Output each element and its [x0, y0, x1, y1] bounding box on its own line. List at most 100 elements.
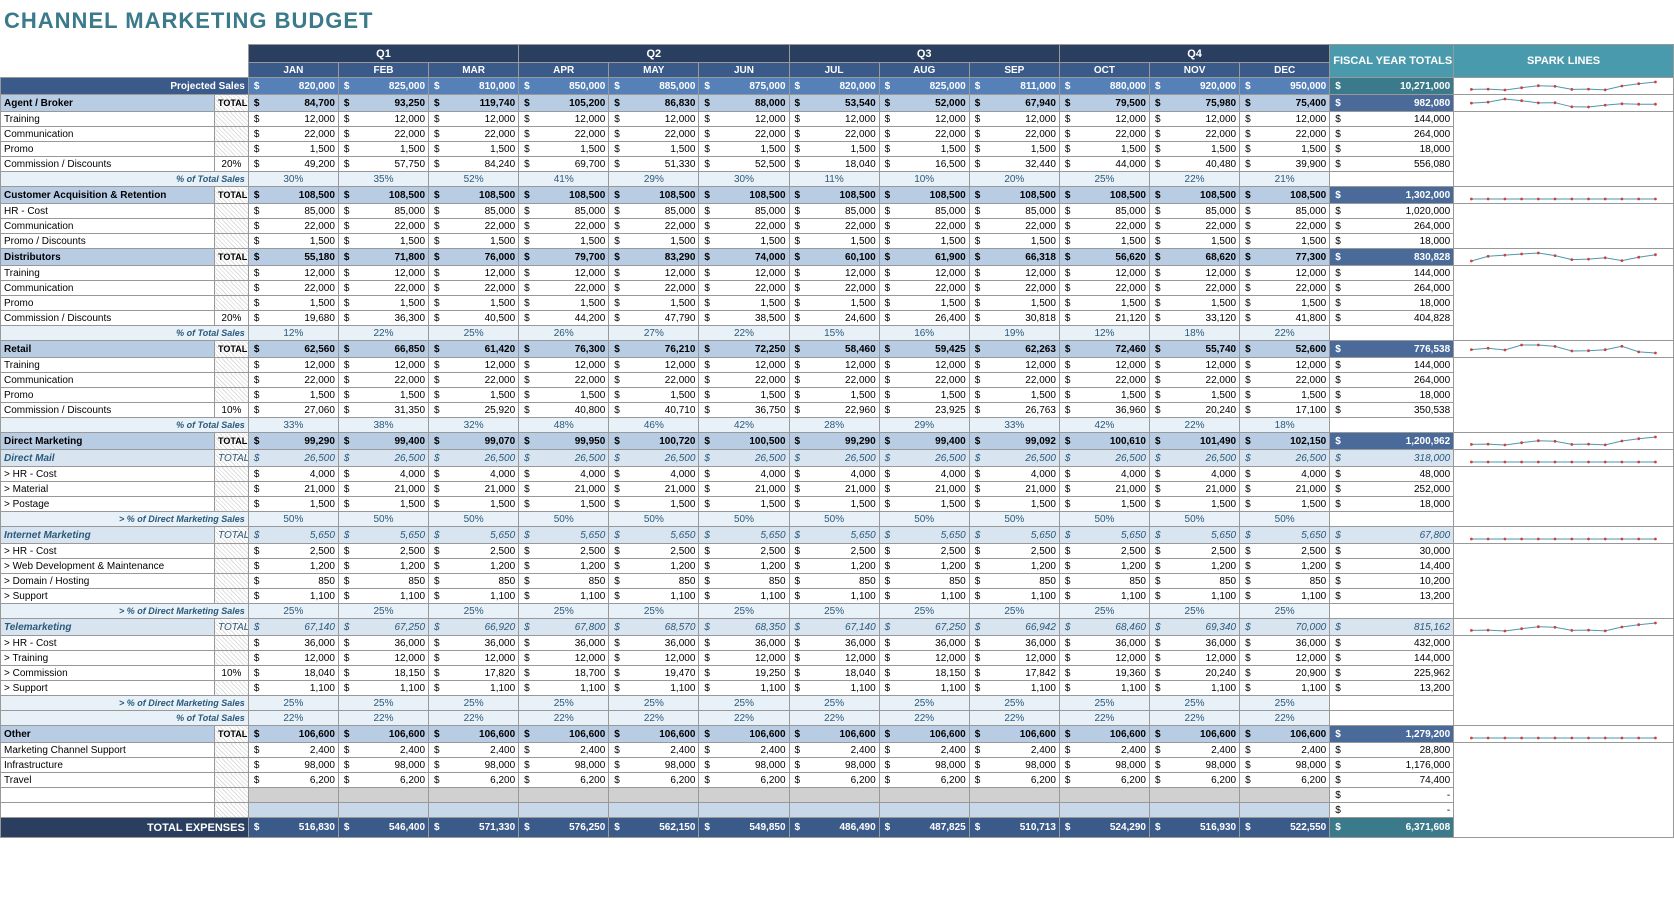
data-cell[interactable]: $12,000	[969, 112, 1059, 127]
data-cell[interactable]: $1,200	[789, 559, 879, 574]
data-cell[interactable]: $2,500	[338, 544, 428, 559]
data-cell[interactable]: $1,200	[699, 559, 789, 574]
data-cell[interactable]: $12,000	[519, 266, 609, 281]
data-cell[interactable]: $12,000	[1059, 112, 1149, 127]
data-cell[interactable]: $22,000	[1059, 127, 1149, 142]
data-cell[interactable]: $1,500	[879, 296, 969, 311]
data-cell[interactable]: $1,500	[609, 388, 699, 403]
data-cell[interactable]: $1,100	[248, 681, 338, 696]
data-cell[interactable]: $1,500	[429, 234, 519, 249]
data-cell[interactable]: $2,500	[429, 544, 519, 559]
data-cell[interactable]: $1,500	[789, 388, 879, 403]
data-cell[interactable]: $1,500	[338, 142, 428, 157]
projected-sales-cell[interactable]: $880,000	[1059, 78, 1149, 95]
data-cell[interactable]: $12,000	[1059, 266, 1149, 281]
data-cell[interactable]: $1,100	[969, 681, 1059, 696]
data-cell[interactable]: $22,000	[609, 281, 699, 296]
data-cell[interactable]: $6,200	[1059, 773, 1149, 788]
data-cell[interactable]: $1,100	[519, 589, 609, 604]
data-cell[interactable]: $22,000	[519, 281, 609, 296]
data-cell[interactable]: $1,100	[1059, 681, 1149, 696]
data-cell[interactable]: $18,150	[879, 666, 969, 681]
data-cell[interactable]: $22,000	[248, 281, 338, 296]
projected-sales-cell[interactable]: $825,000	[879, 78, 969, 95]
data-cell[interactable]: $12,000	[969, 358, 1059, 373]
data-cell[interactable]: $12,000	[699, 266, 789, 281]
data-cell[interactable]: $21,000	[699, 482, 789, 497]
data-cell[interactable]: $6,200	[1240, 773, 1330, 788]
data-cell[interactable]: $98,000	[1240, 758, 1330, 773]
data-cell[interactable]: $18,040	[248, 666, 338, 681]
data-cell[interactable]: $1,500	[429, 142, 519, 157]
data-cell[interactable]: $84,240	[429, 157, 519, 172]
data-cell[interactable]: $85,000	[789, 204, 879, 219]
projected-sales-cell[interactable]: $885,000	[609, 78, 699, 95]
data-cell[interactable]: $21,000	[789, 482, 879, 497]
data-cell[interactable]: $1,500	[879, 497, 969, 512]
data-cell[interactable]: $57,750	[338, 157, 428, 172]
data-cell[interactable]: $4,000	[969, 467, 1059, 482]
data-cell[interactable]: $12,000	[429, 112, 519, 127]
data-cell[interactable]: $850	[789, 574, 879, 589]
data-cell[interactable]: $22,000	[1059, 219, 1149, 234]
data-cell[interactable]: $98,000	[609, 758, 699, 773]
data-cell[interactable]: $19,470	[609, 666, 699, 681]
data-cell[interactable]: $22,000	[969, 219, 1059, 234]
data-cell[interactable]: $4,000	[429, 467, 519, 482]
data-cell[interactable]: $12,000	[429, 266, 519, 281]
data-cell[interactable]: $18,150	[338, 666, 428, 681]
data-cell[interactable]: $22,000	[519, 219, 609, 234]
projected-sales-cell[interactable]: $850,000	[519, 78, 609, 95]
data-cell[interactable]: $1,500	[429, 296, 519, 311]
data-cell[interactable]: $33,120	[1150, 311, 1240, 326]
data-cell[interactable]: $21,120	[1059, 311, 1149, 326]
data-cell[interactable]: $22,000	[1150, 127, 1240, 142]
data-cell[interactable]: $40,800	[519, 403, 609, 418]
data-cell[interactable]: $36,960	[1059, 403, 1149, 418]
data-cell[interactable]: $22,000	[338, 219, 428, 234]
data-cell[interactable]: $6,200	[519, 773, 609, 788]
data-cell[interactable]: $2,400	[519, 743, 609, 758]
projected-sales-cell[interactable]: $811,000	[969, 78, 1059, 95]
data-cell[interactable]: $1,500	[338, 388, 428, 403]
row-pct[interactable]: 20%	[215, 311, 249, 326]
data-cell[interactable]: $1,500	[1240, 296, 1330, 311]
projected-sales-cell[interactable]: $820,000	[248, 78, 338, 95]
data-cell[interactable]: $22,000	[1150, 219, 1240, 234]
data-cell[interactable]: $12,000	[1059, 358, 1149, 373]
data-cell[interactable]: $1,500	[1150, 497, 1240, 512]
data-cell[interactable]: $22,000	[1150, 281, 1240, 296]
data-cell[interactable]: $22,000	[429, 219, 519, 234]
data-cell[interactable]: $22,000	[879, 127, 969, 142]
data-cell[interactable]: $1,500	[248, 142, 338, 157]
data-cell[interactable]: $12,000	[429, 651, 519, 666]
data-cell[interactable]: $98,000	[519, 758, 609, 773]
row-pct[interactable]: 20%	[215, 157, 249, 172]
data-cell[interactable]: $850	[879, 574, 969, 589]
data-cell[interactable]: $22,000	[609, 219, 699, 234]
data-cell[interactable]: $1,500	[248, 497, 338, 512]
data-cell[interactable]: $1,200	[248, 559, 338, 574]
data-cell[interactable]: $1,100	[1240, 589, 1330, 604]
data-cell[interactable]: $12,000	[609, 358, 699, 373]
data-cell[interactable]: $6,200	[969, 773, 1059, 788]
data-cell[interactable]: $12,000	[879, 266, 969, 281]
data-cell[interactable]: $36,000	[248, 636, 338, 651]
data-cell[interactable]: $22,000	[429, 281, 519, 296]
data-cell[interactable]: $22,000	[789, 127, 879, 142]
data-cell[interactable]: $6,200	[429, 773, 519, 788]
data-cell[interactable]: $850	[969, 574, 1059, 589]
data-cell[interactable]: $17,100	[1240, 403, 1330, 418]
data-cell[interactable]: $1,100	[1059, 589, 1149, 604]
data-cell[interactable]: $12,000	[338, 266, 428, 281]
data-cell[interactable]: $2,400	[248, 743, 338, 758]
data-cell[interactable]: $12,000	[789, 112, 879, 127]
data-cell[interactable]: $4,000	[1059, 467, 1149, 482]
data-cell[interactable]: $22,000	[699, 281, 789, 296]
data-cell[interactable]: $1,500	[1059, 388, 1149, 403]
data-cell[interactable]: $22,000	[969, 127, 1059, 142]
data-cell[interactable]: $1,500	[879, 388, 969, 403]
data-cell[interactable]: $2,400	[789, 743, 879, 758]
data-cell[interactable]: $22,000	[699, 127, 789, 142]
data-cell[interactable]: $22,000	[699, 219, 789, 234]
